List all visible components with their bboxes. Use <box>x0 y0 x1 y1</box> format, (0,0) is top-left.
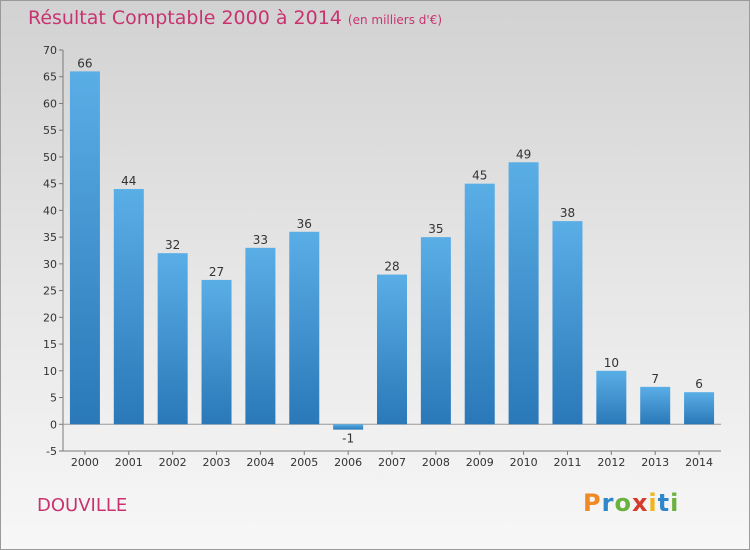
bar-2013 <box>640 386 671 425</box>
y-tick-label: 20 <box>43 311 57 324</box>
x-tick-label-2007: 2007 <box>378 456 406 469</box>
y-tick-label: 0 <box>50 418 57 431</box>
x-tick-label-2005: 2005 <box>290 456 318 469</box>
value-label-2008: 35 <box>428 222 443 236</box>
value-label-2011: 38 <box>560 206 575 220</box>
y-tick-label: -5 <box>46 445 57 458</box>
y-tick-label: 30 <box>43 258 57 271</box>
y-tick-label: 40 <box>43 204 57 217</box>
logo-letter: r <box>601 489 615 517</box>
logo-letter: i <box>670 489 680 517</box>
value-label-2013: 7 <box>651 372 659 386</box>
x-tick-label-2001: 2001 <box>115 456 143 469</box>
value-label-2002: 32 <box>165 238 180 252</box>
value-label-2001: 44 <box>121 174 136 188</box>
y-tick-label: 55 <box>43 124 57 137</box>
y-tick-label: 35 <box>43 231 57 244</box>
value-label-2012: 10 <box>604 356 619 370</box>
bar-2001 <box>113 189 144 425</box>
x-tick-label-2012: 2012 <box>597 456 625 469</box>
logo-letter: t <box>657 489 671 517</box>
value-label-2003: 27 <box>209 265 224 279</box>
value-label-2014: 6 <box>695 377 703 391</box>
x-tick-label-2013: 2013 <box>641 456 669 469</box>
value-label-2000: 66 <box>77 56 92 70</box>
title-unit: (en milliers d'€) <box>347 13 443 27</box>
bar-2010 <box>508 162 539 425</box>
x-tick-label-2002: 2002 <box>159 456 187 469</box>
y-tick-label: 50 <box>43 151 57 164</box>
bar-2007 <box>377 274 407 425</box>
x-tick-label-2009: 2009 <box>466 456 494 469</box>
commune-name: DOUVILLE <box>37 495 128 516</box>
y-tick-label: 45 <box>43 178 57 191</box>
value-label-2007: 28 <box>384 260 399 274</box>
logo-letter: o <box>614 489 632 517</box>
x-tick-label-2010: 2010 <box>510 456 538 469</box>
y-tick-label: 70 <box>43 44 57 57</box>
bar-2005 <box>289 231 320 425</box>
bar-2006 <box>333 424 364 430</box>
logo-letter: x <box>631 489 649 517</box>
bar-2009 <box>464 183 495 425</box>
x-tick-label-2014: 2014 <box>685 456 713 469</box>
bar-2014 <box>684 392 715 425</box>
y-tick-label: 5 <box>50 392 57 405</box>
y-tick-label: 10 <box>43 365 57 378</box>
value-label-2004: 33 <box>253 233 268 247</box>
value-label-2005: 36 <box>297 217 312 231</box>
y-tick-label: 60 <box>43 97 57 110</box>
logo-letter: P <box>583 489 602 517</box>
value-label-2010: 49 <box>516 147 531 161</box>
x-tick-label-2004: 2004 <box>246 456 274 469</box>
title-text: Résultat Comptable 2000 à 2014 <box>28 7 342 29</box>
bar-2011 <box>552 221 583 425</box>
bar-2000 <box>69 71 100 425</box>
bar-2002 <box>157 253 188 425</box>
bar-2008 <box>420 237 451 425</box>
bar-2004 <box>245 247 276 425</box>
value-label-2006: -1 <box>342 432 354 446</box>
y-tick-label: 65 <box>43 71 57 84</box>
logo-letter: i <box>648 489 658 517</box>
bar-2003 <box>201 279 232 425</box>
bar-2012 <box>596 370 627 425</box>
x-tick-label-2003: 2003 <box>203 456 231 469</box>
value-label-2009: 45 <box>472 169 487 183</box>
proxiti-logo: Proxiti <box>583 489 679 517</box>
chart-title: Résultat Comptable 2000 à 2014 (en millie… <box>28 7 442 29</box>
labels: 66 44 32 27 33 36 -1 28 35 45 49 38 10 7 6 <box>77 56 703 445</box>
x-tick-label-2008: 2008 <box>422 456 450 469</box>
x-tick-label-2000: 2000 <box>71 456 99 469</box>
bars <box>69 71 715 430</box>
x-tick-label-2006: 2006 <box>334 456 362 469</box>
y-tick-label: 25 <box>43 285 57 298</box>
y-tick-label: 15 <box>43 338 57 351</box>
x-tick-label-2011: 2011 <box>553 456 581 469</box>
